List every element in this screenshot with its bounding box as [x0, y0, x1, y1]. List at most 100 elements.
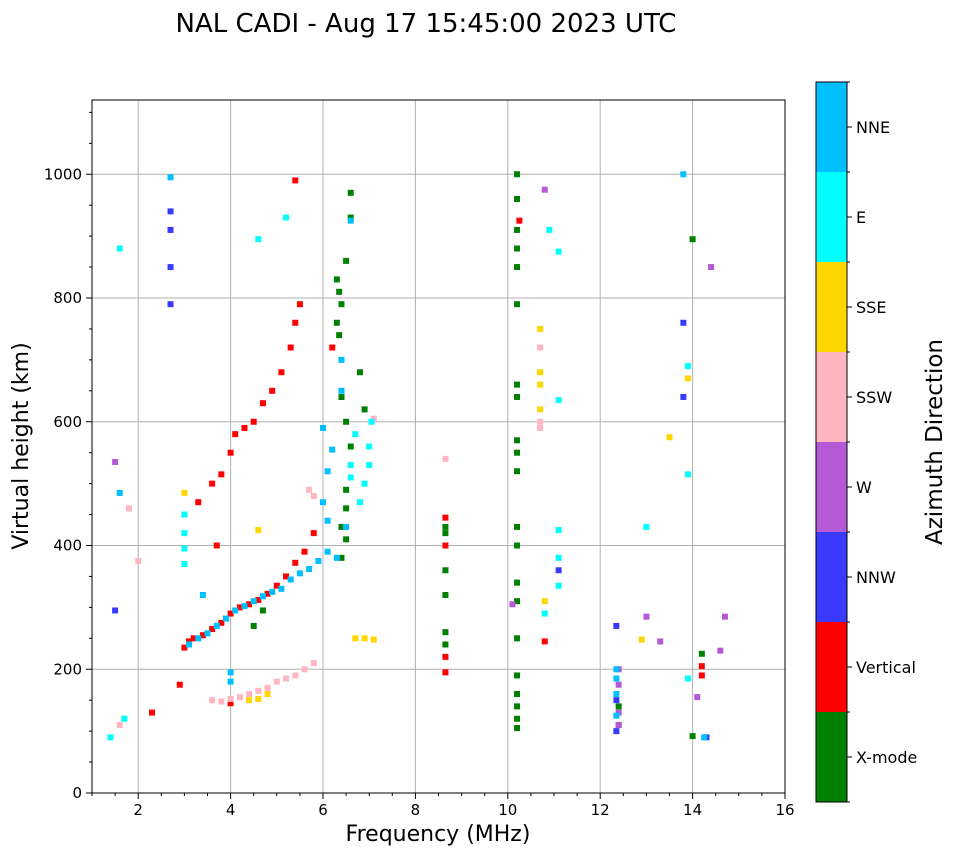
y-axis-label: Virtual height (km) — [9, 342, 34, 549]
data-point-ssw — [236, 694, 243, 701]
x-tick-label: 14 — [683, 801, 702, 819]
data-point-ssw — [283, 675, 290, 682]
data-point-nnw — [613, 697, 620, 704]
data-point-x-mode — [689, 236, 696, 243]
data-point-w — [509, 601, 516, 608]
data-point-sse — [181, 489, 188, 496]
data-point-vertical — [227, 610, 234, 617]
data-point-ssw — [292, 672, 299, 679]
data-point-w — [721, 613, 728, 620]
data-point-e — [356, 499, 363, 506]
data-point-ssw — [537, 424, 544, 431]
data-point-nne — [324, 548, 331, 555]
data-point-x-mode — [442, 567, 449, 574]
data-point-x-mode — [347, 189, 354, 196]
data-point-x-mode — [259, 607, 266, 614]
y-tick-label: 600 — [53, 413, 82, 431]
data-point-ssw — [442, 455, 449, 462]
data-point-vertical — [698, 663, 705, 670]
data-point-ssw — [310, 493, 317, 499]
data-point-x-mode — [338, 523, 345, 530]
data-point-x-mode — [514, 449, 521, 456]
data-point-x-mode — [514, 381, 521, 388]
data-point-vertical — [516, 217, 523, 224]
x-tick-label: 10 — [498, 801, 517, 819]
colorbar-label: W — [856, 478, 872, 497]
data-point-nne — [613, 675, 620, 682]
data-point-vertical — [199, 632, 206, 639]
data-point-ssw — [227, 695, 234, 702]
data-point-vertical — [149, 709, 156, 716]
data-point-nne — [213, 622, 220, 629]
data-point-nne — [343, 523, 350, 530]
data-point-w — [615, 721, 622, 728]
data-point-nne — [116, 489, 123, 496]
data-point-nne — [259, 593, 266, 600]
data-point-nne — [338, 356, 345, 363]
data-point-e — [555, 527, 562, 534]
data-point-x-mode — [514, 579, 521, 586]
colorbar-label: SSE — [856, 298, 886, 317]
data-point-nne — [320, 499, 326, 506]
data-point-e — [555, 582, 562, 589]
colorbar-label: SSW — [856, 388, 892, 407]
colorbar-segment — [816, 82, 847, 172]
data-point-e — [255, 236, 262, 243]
data-point-x-mode — [514, 245, 521, 252]
data-point-vertical — [176, 681, 183, 688]
plot-frame — [91, 99, 786, 794]
data-point-nne — [186, 641, 193, 648]
data-point-nnw — [167, 208, 174, 215]
data-point-ssw — [370, 415, 377, 422]
data-point-e — [361, 480, 368, 487]
data-point-sse — [537, 406, 544, 413]
data-point-nne — [232, 607, 239, 614]
data-point-vertical — [541, 638, 548, 645]
data-point-e — [684, 363, 691, 370]
data-point-e — [366, 443, 373, 450]
data-point-vertical — [259, 400, 266, 407]
data-point-e — [181, 561, 188, 568]
data-point-x-mode — [343, 536, 350, 543]
data-point-nnw — [555, 567, 562, 574]
data-point-e — [181, 530, 188, 537]
data-point-w — [717, 647, 724, 654]
colorbar-segment — [816, 262, 847, 352]
data-point-x-mode — [442, 592, 449, 598]
data-point-nnw — [167, 301, 174, 308]
data-point-vertical — [442, 542, 449, 549]
data-point-vertical — [269, 387, 276, 394]
data-point-e — [352, 431, 359, 438]
data-point-nnw — [613, 622, 620, 629]
data-point-nne — [167, 174, 174, 181]
x-tick-label: 6 — [318, 801, 328, 819]
data-point-vertical — [218, 471, 225, 478]
data-point-vertical — [273, 582, 280, 589]
data-point-e — [643, 523, 650, 530]
data-point-ssw — [310, 660, 317, 667]
data-point-vertical — [250, 418, 257, 425]
data-point-vertical — [218, 619, 225, 626]
colorbar-label: NNE — [856, 118, 890, 137]
data-point-sse — [370, 636, 377, 643]
data-point-ssw — [301, 666, 308, 673]
data-point-nne — [315, 557, 322, 564]
data-point-e — [283, 214, 290, 221]
data-point-x-mode — [333, 276, 340, 283]
data-point-ssw — [135, 557, 142, 564]
data-point-x-mode — [514, 523, 521, 530]
data-point-vertical — [442, 653, 449, 660]
colorbar-label: X-mode — [856, 748, 917, 767]
data-point-vertical — [236, 604, 243, 611]
data-point-w — [615, 681, 622, 688]
data-point-nne — [278, 585, 285, 592]
data-point-nne — [250, 598, 257, 605]
data-point-nne — [701, 734, 708, 741]
data-point-nne — [306, 566, 313, 573]
data-point-e — [366, 462, 373, 469]
data-point-sse — [255, 527, 262, 534]
data-point-nne — [195, 635, 202, 642]
data-point-nne — [320, 424, 326, 431]
data-point-vertical — [287, 344, 294, 351]
colorbar-label: NNW — [856, 568, 896, 587]
